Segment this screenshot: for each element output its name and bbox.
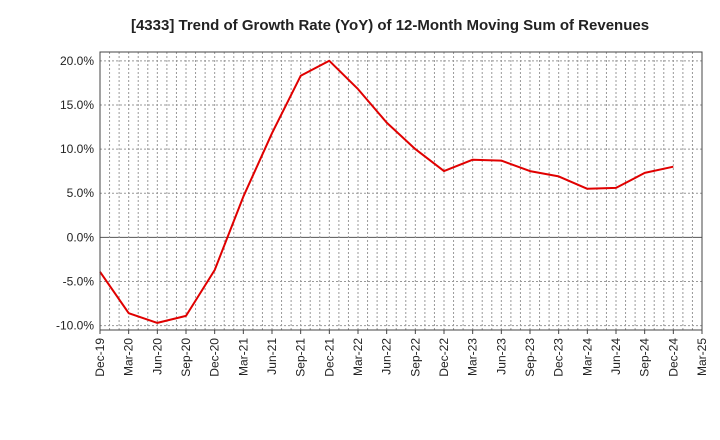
x-tick-label: Dec-20	[208, 338, 222, 377]
y-tick-label: 5.0%	[67, 186, 95, 200]
x-tick-label: Dec-21	[322, 338, 336, 377]
y-tick-label: 10.0%	[60, 142, 94, 156]
x-tick-label: Jun-24	[609, 338, 623, 375]
y-tick-label: -5.0%	[63, 274, 95, 288]
y-tick-label: 0.0%	[67, 230, 95, 244]
x-tick-label: Mar-20	[122, 338, 136, 376]
series-line	[99, 59, 674, 324]
x-tick-label: Jun-21	[265, 338, 279, 375]
x-tick-label: Mar-22	[351, 338, 365, 376]
x-tick-label: Sep-20	[179, 338, 193, 377]
x-tick-label: Dec-23	[552, 338, 566, 377]
x-tick-label: Sep-21	[294, 338, 308, 377]
x-tick-label: Sep-24	[638, 338, 652, 377]
y-tick-label: 20.0%	[60, 54, 94, 68]
x-tick-label: Dec-24	[666, 338, 680, 377]
x-tick-label: Mar-25	[695, 338, 709, 376]
grid-layer	[100, 52, 702, 330]
x-tick-label: Sep-22	[408, 338, 422, 377]
x-tick-label: Jun-23	[494, 338, 508, 375]
y-tick-label: 15.0%	[60, 98, 94, 112]
chart-title: [4333] Trend of Growth Rate (YoY) of 12-…	[131, 17, 649, 34]
x-tick-label: Mar-24	[580, 338, 594, 376]
x-tick-label: Jun-22	[380, 338, 394, 375]
x-tick-label: Sep-23	[523, 338, 537, 377]
x-tick-label: Mar-23	[466, 338, 480, 376]
x-tick-label: Jun-20	[150, 338, 164, 375]
axis-layer: 20.0% 15.0% 10.0% 5.0% 0.0% -5.0% -10.0% Dec-19…	[56, 54, 709, 377]
y-tick-label: -10.0%	[56, 319, 94, 333]
series-layer	[99, 59, 674, 324]
x-tick-label: Dec-19	[93, 338, 107, 377]
plot-area-frame	[99, 51, 703, 331]
x-tick-label: Mar-21	[236, 338, 250, 376]
x-tick-label: Dec-22	[437, 338, 451, 377]
